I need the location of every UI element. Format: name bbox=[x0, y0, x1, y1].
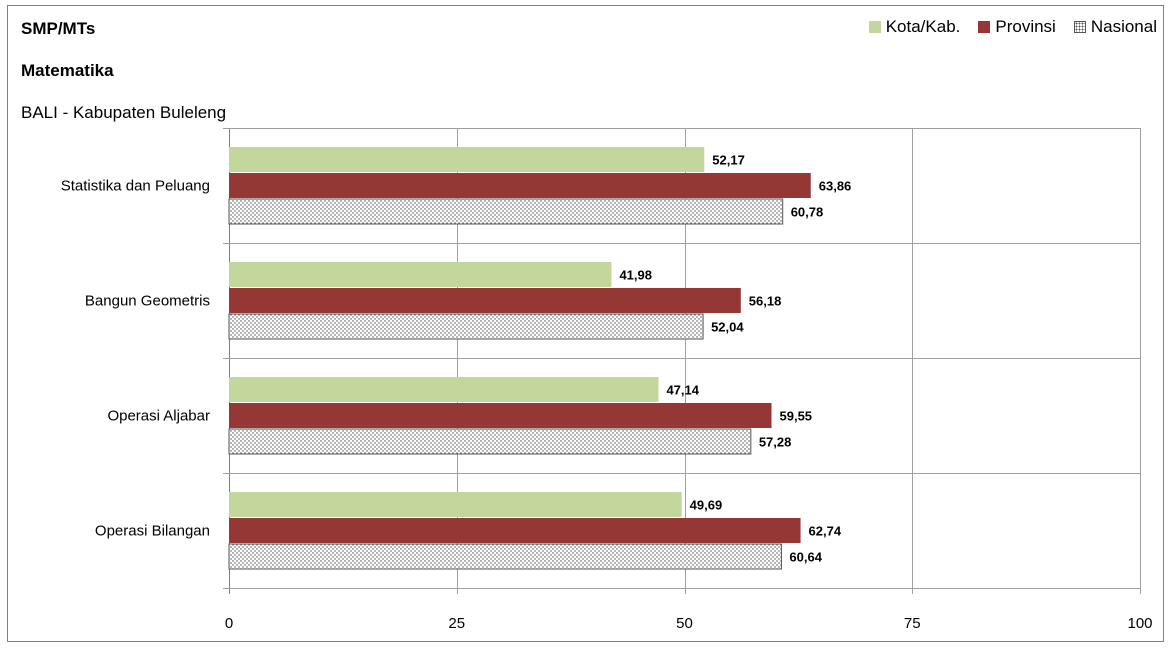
legend-item-provinsi: Provinsi bbox=[978, 17, 1056, 37]
value-label-kota: 47,14 bbox=[666, 383, 699, 398]
bar-kota bbox=[229, 492, 682, 517]
legend-label-nasional: Nasional bbox=[1090, 17, 1157, 36]
bar-provinsi bbox=[229, 403, 772, 428]
value-label-provinsi: 62,74 bbox=[809, 524, 842, 539]
bar-nasional bbox=[228, 198, 784, 225]
chart-title-level: SMP/MTs bbox=[21, 19, 96, 38]
category-label: Bangun Geometris bbox=[85, 293, 210, 310]
bar-nasional bbox=[228, 543, 782, 570]
bar-provinsi bbox=[229, 518, 801, 543]
value-label-provinsi: 59,55 bbox=[780, 409, 813, 424]
x-tick-label: 100 bbox=[1127, 615, 1152, 632]
legend-swatch-kota bbox=[868, 21, 881, 33]
bar-kota bbox=[229, 147, 705, 172]
chart-title-subject: Matematika bbox=[21, 61, 114, 80]
legend-swatch-provinsi bbox=[978, 21, 991, 33]
legend-swatch-nasional bbox=[1073, 21, 1086, 33]
bar-nasional bbox=[228, 313, 704, 340]
value-label-provinsi: 63,86 bbox=[819, 179, 852, 194]
chart-title-region: BALI - Kabupaten Buleleng bbox=[21, 103, 227, 122]
category-label: Operasi Aljabar bbox=[107, 408, 210, 425]
x-tick-label: 25 bbox=[448, 615, 465, 632]
value-label-kota: 41,98 bbox=[619, 268, 652, 283]
value-label-kota: 49,69 bbox=[690, 498, 723, 513]
bar-provinsi bbox=[229, 288, 741, 313]
value-label-kota: 52,17 bbox=[712, 153, 745, 168]
value-label-nasional: 60,64 bbox=[789, 550, 822, 565]
legend-item-kota: Kota/Kab. bbox=[868, 17, 961, 37]
legend-item-nasional: Nasional bbox=[1073, 17, 1157, 37]
category-label: Statistika dan Peluang bbox=[61, 178, 210, 195]
legend-label-kota: Kota/Kab. bbox=[885, 17, 961, 36]
legend: Kota/Kab. Provinsi Nasional bbox=[851, 17, 1157, 37]
bar-nasional bbox=[228, 428, 752, 455]
value-label-nasional: 60,78 bbox=[791, 205, 824, 220]
x-tick-label: 0 bbox=[225, 615, 233, 632]
bar-provinsi bbox=[229, 173, 811, 198]
legend-label-provinsi: Provinsi bbox=[995, 17, 1056, 36]
category-label: Operasi Bilangan bbox=[95, 523, 210, 540]
value-label-provinsi: 56,18 bbox=[749, 294, 782, 309]
x-tick-label: 75 bbox=[904, 615, 921, 632]
value-label-nasional: 57,28 bbox=[759, 435, 792, 450]
value-label-nasional: 52,04 bbox=[711, 320, 744, 335]
bar-kota bbox=[229, 262, 612, 287]
x-tick-label: 50 bbox=[676, 615, 693, 632]
bar-kota bbox=[229, 377, 659, 402]
